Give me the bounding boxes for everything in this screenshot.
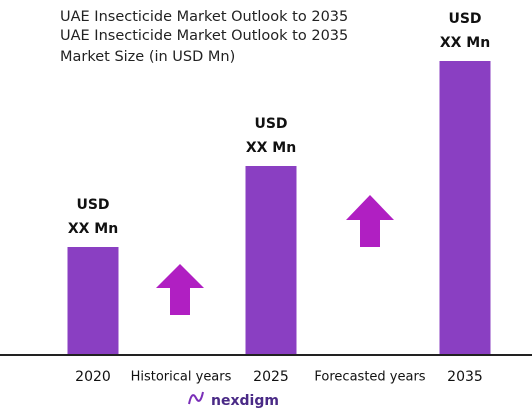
bar bbox=[439, 61, 491, 354]
brand: nexdigm bbox=[211, 393, 279, 409]
chart-title: UAE Insecticide Market Outlook to 2035 bbox=[60, 9, 348, 25]
x-tick-label: 2020 bbox=[75, 369, 111, 385]
chart-subtitle: UAE Insecticide Market Outlook to 2035 bbox=[60, 28, 348, 44]
x-tick-label: 2025 bbox=[253, 369, 289, 385]
annotation: Forecasted years bbox=[314, 370, 425, 385]
bar bbox=[67, 247, 119, 354]
value-label: XX Mn bbox=[68, 221, 118, 237]
y-axis-label: Market Size (in USD Mn) bbox=[60, 49, 235, 65]
x-tick-label: 2035 bbox=[447, 369, 483, 385]
value-label: USD bbox=[76, 197, 109, 213]
value-label: XX Mn bbox=[246, 140, 296, 156]
value-label: USD bbox=[448, 11, 481, 27]
value-label: XX Mn bbox=[440, 35, 490, 51]
annotation: Historical years bbox=[131, 370, 232, 385]
up-arrow bbox=[346, 195, 394, 247]
bar bbox=[245, 166, 297, 354]
value-label: USD bbox=[254, 116, 287, 132]
up-arrow bbox=[156, 264, 204, 315]
logo-icon bbox=[188, 391, 204, 405]
